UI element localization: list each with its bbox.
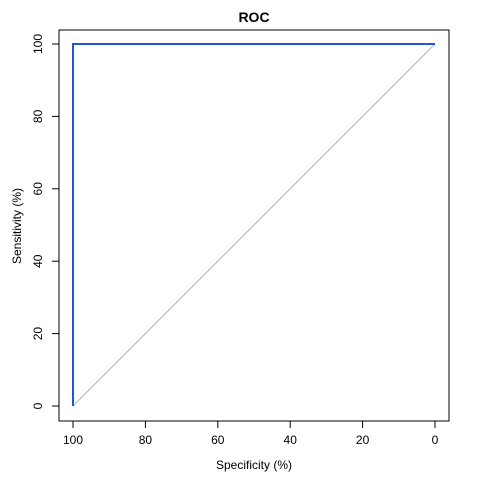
reference-diagonal-layer	[72, 43, 436, 407]
y-axis: 0 20 40 60 80 100	[31, 34, 60, 409]
x-tick-label: 100	[63, 433, 83, 447]
x-axis-label: Specificity (%)	[216, 458, 292, 472]
chart-title: ROC	[238, 9, 269, 25]
x-tick-label: 0	[432, 433, 439, 447]
y-tick-label: 60	[31, 182, 45, 196]
y-tick-label: 100	[31, 34, 45, 54]
y-tick-label: 40	[31, 254, 45, 268]
roc-curve	[72, 43, 435, 406]
y-tick-label: 80	[31, 109, 45, 123]
reference-diagonal	[72, 43, 436, 407]
x-tick-label: 20	[356, 433, 370, 447]
x-tick-label: 60	[211, 433, 225, 447]
y-tick-label: 20	[31, 327, 45, 341]
y-tick-label: 0	[31, 402, 45, 409]
y-axis-label: Sensitivity (%)	[10, 188, 24, 264]
series-layer	[72, 43, 435, 406]
x-axis: 100 80 60 40 20 0	[63, 420, 439, 447]
x-tick-label: 80	[139, 433, 153, 447]
x-tick-label: 40	[284, 433, 298, 447]
